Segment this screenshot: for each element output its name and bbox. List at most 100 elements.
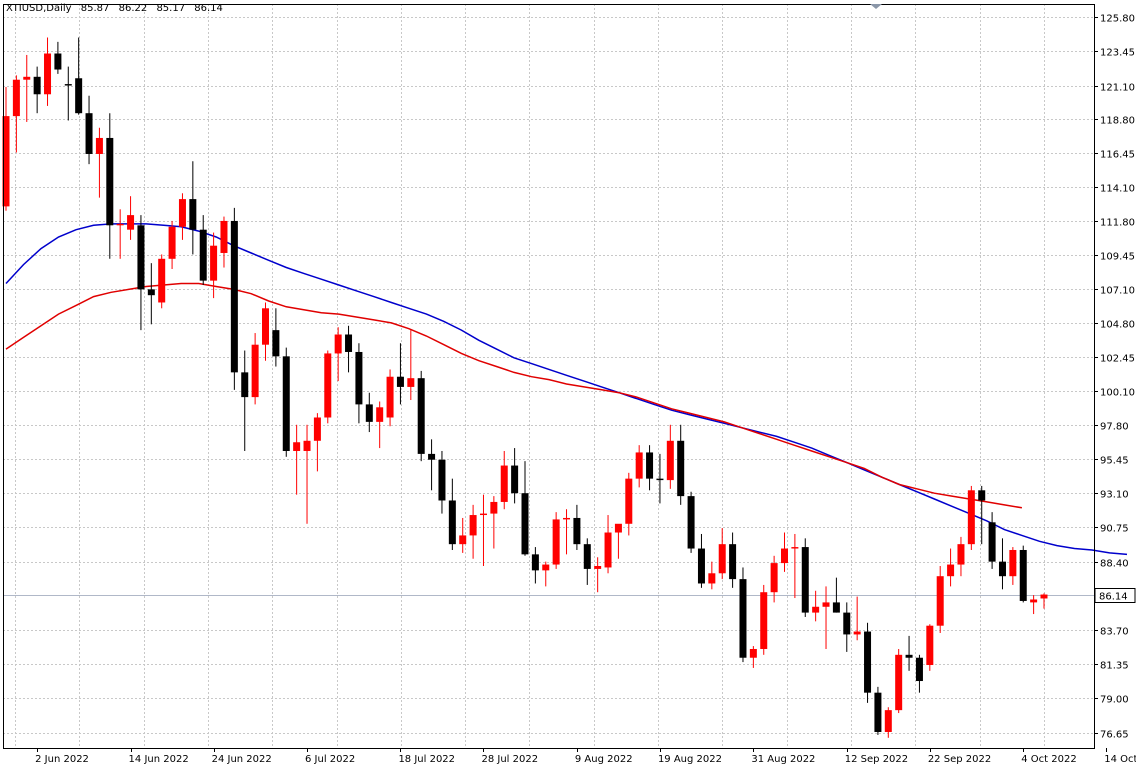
candle-body [781,548,788,564]
candle-body [428,453,436,460]
y-tick-label: 118.80 [1100,116,1135,127]
bull-candle [12,75,20,153]
bull-candle [708,561,716,590]
y-tick-label: 121.10 [1100,83,1135,94]
bull-candle [459,517,467,553]
bear-candle [687,491,695,553]
y-tick-label: 81.35 [1100,661,1129,672]
plot-border [3,4,1095,749]
y-tick-label: 109.45 [1100,252,1135,263]
bull-candle [334,327,342,382]
bull-candle [376,401,384,449]
bull-candle [500,450,508,510]
bull-candle [822,586,830,649]
ohlc-high-value: 86.22 [118,3,148,14]
candle-body [230,220,238,373]
candle-body [594,566,602,569]
candle-body [895,654,903,711]
bear-candle [448,478,456,550]
candle-body [127,215,135,230]
bear-candle [137,215,145,331]
candle-body [853,631,861,635]
candle-body [490,501,498,514]
candle-body [511,465,519,494]
candle-body [635,452,643,479]
bear-candle [874,686,882,735]
candle-body [2,116,10,207]
candle-body [832,602,840,613]
bull-candle [479,494,487,567]
candle-body [998,561,1006,577]
shift-marker-icon [870,4,882,9]
bull-candle [95,127,103,198]
bear-candle [998,538,1006,590]
candle-body [459,535,467,545]
bear-candle [531,547,539,584]
candle-body [947,564,955,577]
bull-candle [760,584,768,655]
candle-body [334,334,342,354]
candle-body [739,579,747,658]
x-tick-label: 4 Oct 2022 [1021,754,1076,765]
bear-candle [345,325,353,373]
candle-body [199,229,207,281]
candle-body [64,84,72,86]
bull-candle [625,472,633,536]
candle-body [1019,549,1027,601]
candle-body [988,522,996,562]
candle-body [822,602,830,607]
candle-body [469,515,477,536]
y-tick-label: 79.00 [1100,695,1129,706]
candle-body [500,465,508,502]
moving-averages [5,223,1128,556]
bear-candle [656,453,664,504]
bull-candle [604,515,612,574]
x-tick-label: 14 Jun 2022 [129,754,189,765]
x-tick-label: 19 Aug 2022 [658,754,722,765]
x-tick-label: 6 Jul 2022 [305,754,355,765]
candle-body [282,356,290,451]
candle-body [708,573,716,584]
candle-body [376,407,384,422]
candle-body [241,372,249,398]
candle-body [801,547,809,613]
candle-body [656,478,664,481]
candle-body [915,657,923,682]
candle-body [884,710,892,732]
grid [3,4,1094,748]
candle-body [760,592,768,649]
x-tick-label: 2 Jun 2022 [35,754,89,765]
y-tick-label: 125.80 [1100,14,1135,25]
candle-body [272,330,280,357]
candle-body [864,631,872,693]
bull-candle [967,485,975,550]
candle-body [646,452,654,479]
candle-body [396,376,404,387]
bear-candle [697,533,705,588]
candle-body [33,76,41,95]
bear-candle [365,392,373,433]
bull-candle [1030,595,1038,615]
bull-candle [666,424,674,489]
bull-candle [895,648,903,714]
bear-candle [85,95,93,165]
bull-candle [947,548,955,587]
bear-candle [729,532,737,588]
symbol-info: XTIUSD,Daily 85.87 86.22 85.17 86.14 [6,3,229,14]
candle-body [957,544,965,565]
x-tick-label: 12 Sep 2022 [845,754,908,765]
bull-candle [812,590,820,622]
candle-body [926,625,934,666]
bear-candle [832,577,840,613]
bull-candle [2,86,10,211]
bear-candle [915,654,923,693]
bear-candle [801,538,809,617]
bear-candle [417,370,425,462]
chart-frame [3,4,1095,749]
candle-body [438,459,446,501]
bear-candle [396,343,404,405]
bull-candle [262,302,269,361]
bull-candle [220,216,228,268]
